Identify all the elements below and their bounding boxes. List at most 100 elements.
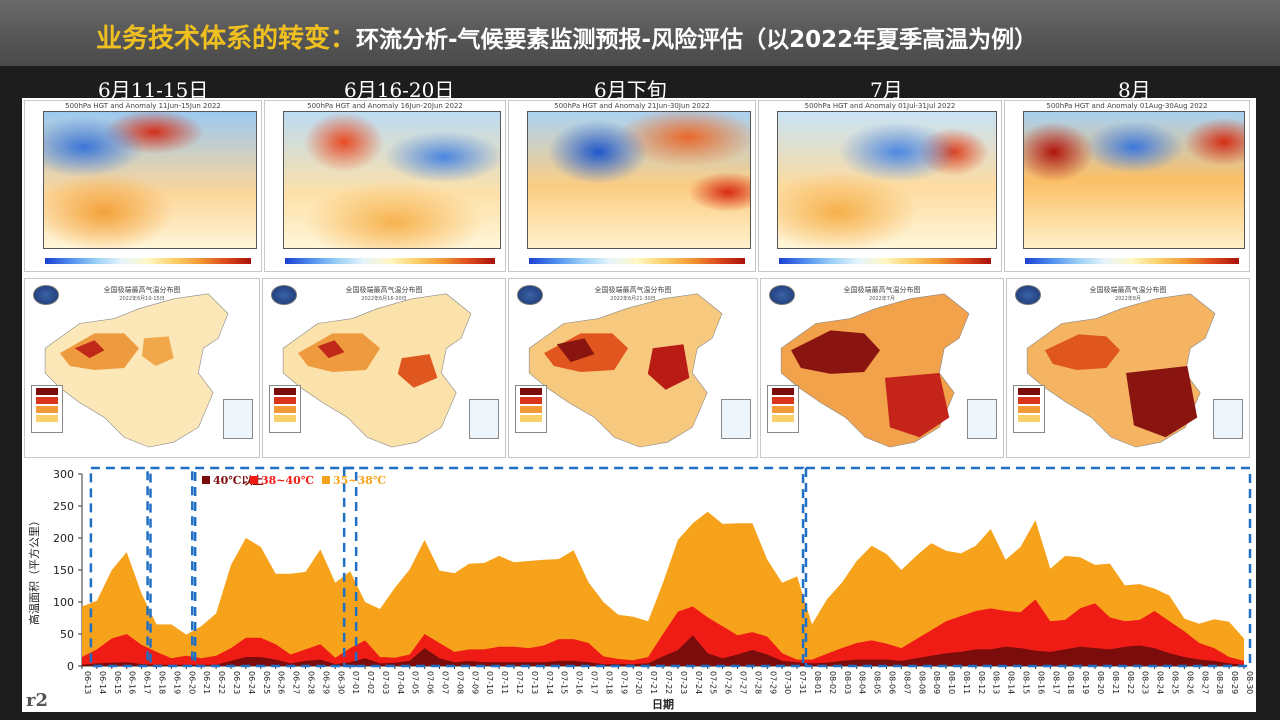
hgt-colorbar (779, 258, 991, 264)
x-tick-label: 07-05 (411, 671, 420, 694)
x-tick-label: 07-25 (709, 671, 718, 694)
hgt-anomaly-map: 500hPa HGT and Anomaly 16Jun-20Jun 2022 (264, 100, 506, 272)
x-tick-label: 06-14 (98, 671, 107, 694)
hgt-anomaly-map: 500hPa HGT and Anomaly 01Jul-31Jul 2022 (758, 100, 1002, 272)
x-tick-label: 06-27 (292, 671, 301, 694)
hgt-colorbar (529, 258, 745, 264)
hgt-map-caption: 500hPa HGT and Anomaly 16Jun-20Jun 2022 (307, 102, 463, 110)
cma-logo (1015, 285, 1041, 305)
hgt-colorbar (285, 258, 495, 264)
legend-swatch (202, 476, 210, 484)
china-temperature-map (1026, 293, 1216, 448)
x-tick-label: 07-09 (470, 671, 479, 694)
series-area (82, 635, 1244, 666)
x-tick-label: 08-24 (1156, 671, 1165, 694)
x-tick-label: 06-16 (128, 671, 137, 694)
legend-label: 35~38℃ (333, 474, 386, 487)
series-area (82, 599, 1244, 666)
cma-logo (517, 285, 543, 305)
x-tick-label: 06-25 (262, 671, 271, 694)
x-tick-label: 07-10 (485, 671, 494, 694)
x-tick-label: 08-01 (813, 671, 822, 694)
hgt-anomaly-map: 500hPa HGT and Anomaly 11Jun-15Jun 2022 (24, 100, 262, 272)
south-china-sea-inset (967, 399, 997, 439)
hgt-field-image (777, 111, 997, 249)
cma-logo (769, 285, 795, 305)
hgt-field-image (1023, 111, 1245, 249)
y-tick-label: 0 (67, 660, 74, 673)
x-tick-label: 08-12 (977, 671, 986, 694)
x-tick-label: 07-08 (455, 671, 464, 694)
x-tick-label: 08-28 (1215, 671, 1224, 694)
x-tick-label: 07-03 (381, 671, 390, 694)
map-legend (31, 385, 63, 433)
x-tick-label: 08-22 (1126, 671, 1135, 694)
period-box (89, 466, 149, 668)
x-tick-label: 08-07 (902, 671, 911, 694)
temp-distribution-map: 全国极端最高气温分布图 2022年6月10-15日 (24, 278, 260, 458)
temp-map-caption: 全国极端最高气温分布图 (843, 286, 921, 294)
x-tick-label: 08-26 (1185, 671, 1194, 694)
y-tick-label: 250 (53, 500, 74, 513)
x-tick-label: 07-29 (768, 671, 777, 694)
x-tick-label: 07-16 (575, 671, 584, 694)
map-legend (767, 385, 799, 433)
x-tick-label: 07-31 (798, 671, 807, 694)
x-tick-label: 08-15 (1022, 671, 1031, 694)
x-tick-label: 07-13 (530, 671, 539, 694)
x-tick-label: 08-17 (1051, 671, 1060, 694)
x-tick-label: 08-29 (1230, 671, 1239, 694)
heat-area-chart-container: 0 50 100 150 200 250 300 06-13 06-14 06-15 06-16 06… (22, 462, 1256, 712)
cma-logo (33, 285, 59, 305)
x-tick-label: 06-15 (113, 671, 122, 694)
x-tick-label: 07-06 (426, 671, 435, 694)
x-tick-label: 08-23 (1141, 671, 1150, 694)
x-tick-label: 06-19 (172, 671, 181, 694)
x-tick-label: 08-13 (992, 671, 1001, 694)
temp-map-caption: 全国极端最高气温分布图 (594, 286, 672, 294)
x-tick-label: 07-15 (560, 671, 569, 694)
x-tick-label: 06-30 (336, 671, 345, 694)
temp-distribution-map: 全国极端最高气温分布图 2022年8月 (1006, 278, 1250, 458)
x-tick-label: 06-21 (202, 671, 211, 694)
hgt-map-caption: 500hPa HGT and Anomaly 21Jun-30Jun 2022 (554, 102, 710, 110)
cma-logo (271, 285, 297, 305)
title-highlight: 业务技术体系的转变： (96, 24, 357, 54)
x-tick-label: 07-24 (694, 671, 703, 694)
x-tick-label: 07-28 (753, 671, 762, 694)
legend-label: 38~40℃ (261, 474, 314, 487)
x-tick-label: 08-04 (858, 671, 867, 694)
x-tick-label: 07-21 (649, 671, 658, 694)
x-tick-label: 08-02 (828, 671, 837, 694)
x-tick-label: 07-23 (679, 671, 688, 694)
china-temperature-map (44, 293, 229, 448)
x-tick-label: 08-21 (1111, 671, 1120, 694)
temp-map-subcaption: 2022年6月10-15日 (119, 296, 165, 302)
x-tick-label: 07-07 (441, 671, 450, 694)
legend-swatch (322, 476, 330, 484)
map-legend (515, 385, 547, 433)
x-tick-label: 06-22 (217, 671, 226, 694)
x-tick-label: 08-25 (1171, 671, 1180, 694)
y-tick-label: 150 (53, 564, 74, 577)
x-tick-label: 08-16 (1036, 671, 1045, 694)
y-tick-label: 300 (53, 468, 74, 481)
x-tick-label: 07-02 (366, 671, 375, 694)
x-tick-label: 08-05 (873, 671, 882, 694)
x-tick-label: 07-20 (634, 671, 643, 694)
period-box (193, 466, 358, 668)
x-tick-label: 08-06 (887, 671, 896, 694)
x-tick-label: 08-27 (1200, 671, 1209, 694)
x-tick-label: 07-14 (545, 671, 554, 694)
period-box (149, 466, 194, 668)
x-tick-label: 06-24 (247, 671, 256, 694)
china-temperature-map (528, 293, 723, 448)
footer-mark: r2 (26, 690, 49, 711)
map-legend (1013, 385, 1045, 433)
x-tick-label: 07-19 (619, 671, 628, 694)
x-tick-label: 06-28 (306, 671, 315, 694)
x-axis-label: 日期 (652, 697, 674, 711)
x-tick-label: 06-18 (157, 671, 166, 694)
hgt-map-caption: 500hPa HGT and Anomaly 01Aug-30Aug 2022 (1046, 102, 1208, 110)
x-tick-label: 07-30 (783, 671, 792, 694)
